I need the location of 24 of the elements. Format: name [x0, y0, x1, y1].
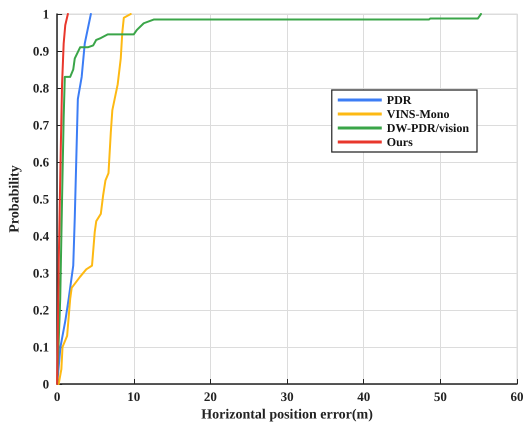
- x-tick-label: 0: [54, 389, 60, 404]
- y-tick-label: 0: [42, 376, 50, 392]
- y-tick-label: 0.4: [32, 228, 50, 244]
- y-tick-label: 0.7: [32, 118, 50, 132]
- legend-label: DW-PDR/vision: [386, 121, 470, 135]
- y-tick-label: 0.9: [32, 44, 50, 58]
- y-axis-title: Probability: [8, 165, 22, 233]
- x-axis-title: Horizontal position error(m): [201, 407, 374, 422]
- y-tick-label: 0.2: [32, 302, 50, 318]
- y-tick-label: 0.1: [32, 340, 50, 354]
- x-tick-label: 60: [510, 389, 524, 404]
- y-tick-label: 1: [42, 6, 50, 22]
- legend-label: PDR: [386, 93, 412, 107]
- y-tick-label: 0.5: [32, 192, 50, 206]
- y-tick-label: 0.6: [32, 154, 50, 170]
- x-tick-label: 20: [204, 389, 217, 404]
- x-tick-label: 50: [434, 389, 447, 404]
- y-tick-label: 0.3: [32, 266, 50, 280]
- legend-label: Ours: [386, 135, 414, 149]
- legend-label: VINS-Mono: [386, 107, 450, 121]
- y-tick-label: 0.8: [32, 80, 50, 96]
- x-tick-label: 40: [357, 389, 370, 404]
- x-tick-label: 10: [127, 389, 140, 404]
- x-tick-label: 30: [280, 389, 294, 404]
